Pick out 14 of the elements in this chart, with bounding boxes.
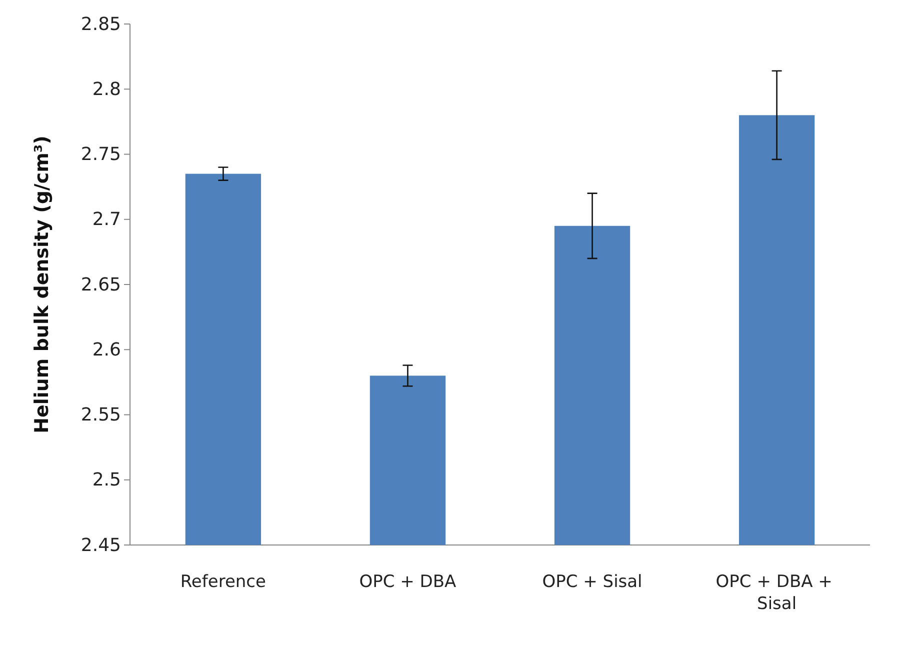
y-tick-label: 2.55 <box>80 404 121 426</box>
y-tick-label: 2.5 <box>92 470 121 491</box>
y-tick-label: 2.8 <box>92 78 121 100</box>
y-tick-label: 2.7 <box>92 209 121 230</box>
y-tick-label: 2.75 <box>80 144 121 166</box>
x-tick-label: OPC + DBA + Sisal <box>716 572 838 614</box>
y-tick-label: 2.6 <box>92 339 121 360</box>
y-tick-label: 2.65 <box>80 274 121 296</box>
x-tick-label: OPC + DBA <box>359 572 457 592</box>
y-axis-title: Helium bulk density (g/cm³) <box>31 136 53 434</box>
x-tick-label: OPC + Sisal <box>542 572 642 592</box>
y-tick-label: 2.85 <box>80 14 121 35</box>
x-tick-label: Reference <box>180 572 266 592</box>
y-tick-label: 2.45 <box>80 534 121 556</box>
